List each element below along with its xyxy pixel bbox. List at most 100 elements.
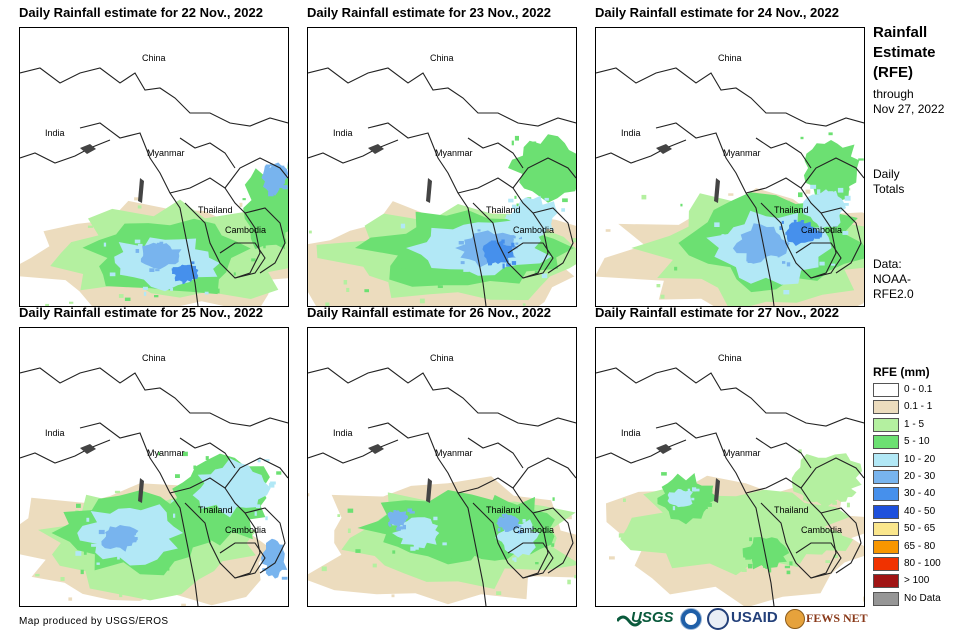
country-border <box>596 139 687 164</box>
rainfall-speck <box>134 239 141 244</box>
country-border <box>20 139 111 164</box>
map-label-china: China <box>142 353 166 363</box>
country-border <box>79 122 199 306</box>
legend-label: 50 - 65 <box>904 523 936 535</box>
rainfall-speck <box>506 515 513 519</box>
rainfall-speck <box>135 249 140 253</box>
map-label-thailand: Thailand <box>774 505 809 515</box>
rainfall-speck <box>501 510 505 515</box>
rainfall-speck <box>528 251 533 254</box>
rainfall-speck <box>223 528 227 532</box>
rainfall-area <box>803 140 860 201</box>
rainfall-speck <box>504 249 511 253</box>
rainfall-speck <box>833 554 838 559</box>
rainfall-speck <box>251 258 256 262</box>
rainfall-speck <box>399 532 403 538</box>
rainfall-speck <box>815 486 820 490</box>
rainfall-speck <box>109 272 116 277</box>
rainfall-speck <box>694 488 700 492</box>
country-border <box>467 437 524 469</box>
rainfall-speck <box>86 543 89 548</box>
rainfall-speck <box>540 222 547 227</box>
rainfall-speck <box>660 294 665 299</box>
rainfall-speck <box>534 270 539 274</box>
rainfall-speck <box>492 210 496 213</box>
rainfall-speck <box>271 211 275 216</box>
rainfall-speck <box>512 507 518 512</box>
country-border <box>596 439 687 464</box>
rainfall-speck <box>460 261 465 265</box>
rainfall-speck <box>268 169 274 175</box>
rainfall-speck <box>268 567 273 570</box>
legend-swatch <box>873 522 899 537</box>
rainfall-speck <box>191 265 196 269</box>
rainfall-speck <box>232 544 239 549</box>
rainfall-speck <box>265 164 271 168</box>
rainfall-speck <box>749 514 752 518</box>
rainfall-speck <box>530 527 534 530</box>
map-label-china: China <box>430 53 454 63</box>
rainfall-speck <box>609 556 615 560</box>
rainfall-speck <box>511 261 517 265</box>
rainfall-speck <box>748 563 753 569</box>
coastal-patch <box>714 178 720 203</box>
rainfall-speck <box>692 487 697 492</box>
rainfall-speck <box>818 234 822 238</box>
rainfall-speck <box>402 524 406 530</box>
rainfall-speck <box>364 289 369 293</box>
rainfall-speck <box>148 503 151 507</box>
rainfall-area <box>667 488 693 508</box>
rainfall-speck <box>844 203 849 206</box>
rainfall-speck <box>763 565 768 568</box>
map-label-cambodia: Cambodia <box>225 525 266 535</box>
legend-swatch <box>873 435 899 450</box>
rainfall-speck <box>786 262 791 267</box>
rainfall-speck <box>799 280 806 283</box>
country-border <box>308 139 399 164</box>
rainfall-speck <box>347 528 351 533</box>
legend: 0 - 0.1 0.1 - 1 1 - 5 5 - 10 10 - 20 20 - 30 3… <box>873 383 963 613</box>
legend-swatch <box>873 470 899 484</box>
rainfall-speck <box>518 533 523 538</box>
legend-swatch <box>873 591 899 606</box>
map-svg: China India Myanmar Thailand Cambodia <box>308 53 576 306</box>
coastal-patch <box>368 444 384 454</box>
rainfall-speck <box>182 280 185 284</box>
rainfall-speck <box>134 197 141 201</box>
rainfall-speck <box>728 193 734 196</box>
country-border <box>79 422 199 606</box>
rainfall-speck <box>483 226 487 229</box>
rainfall-speck <box>96 562 100 565</box>
rainfall-speck <box>839 182 845 185</box>
rainfall-speck <box>508 198 514 203</box>
coastal-patch <box>714 478 720 503</box>
rainfall-speck <box>769 254 772 258</box>
rainfall-speck <box>490 240 497 244</box>
rainfall-speck <box>212 542 216 546</box>
rainfall-speck <box>410 546 416 551</box>
rainfall-speck <box>797 227 801 231</box>
rainfall-speck <box>182 451 188 457</box>
rainfall-speck <box>810 483 816 487</box>
rainfall-speck <box>514 195 517 199</box>
rainfall-speck <box>260 231 263 236</box>
rainfall-speck <box>794 526 798 532</box>
rainfall-speck <box>23 549 29 553</box>
country-border <box>224 157 288 189</box>
rainfall-speck <box>267 559 272 562</box>
rainfall-speck <box>704 506 708 509</box>
rainfall-speck <box>122 267 128 273</box>
rainfall-area <box>140 242 182 270</box>
rainfall-map: China India Myanmar Thailand Cambodia <box>19 27 289 307</box>
rainfall-speck <box>227 483 232 488</box>
coastal-patch <box>80 444 96 454</box>
country-border <box>179 437 236 469</box>
rainfall-speck <box>346 287 350 292</box>
rainfall-speck <box>512 516 516 521</box>
map-label-india: India <box>333 428 353 438</box>
rainfall-speck <box>779 226 782 230</box>
legend-label: 40 - 50 <box>904 505 936 517</box>
rainfall-speck <box>173 267 176 271</box>
rainfall-speck <box>165 566 170 571</box>
country-border <box>745 177 837 279</box>
